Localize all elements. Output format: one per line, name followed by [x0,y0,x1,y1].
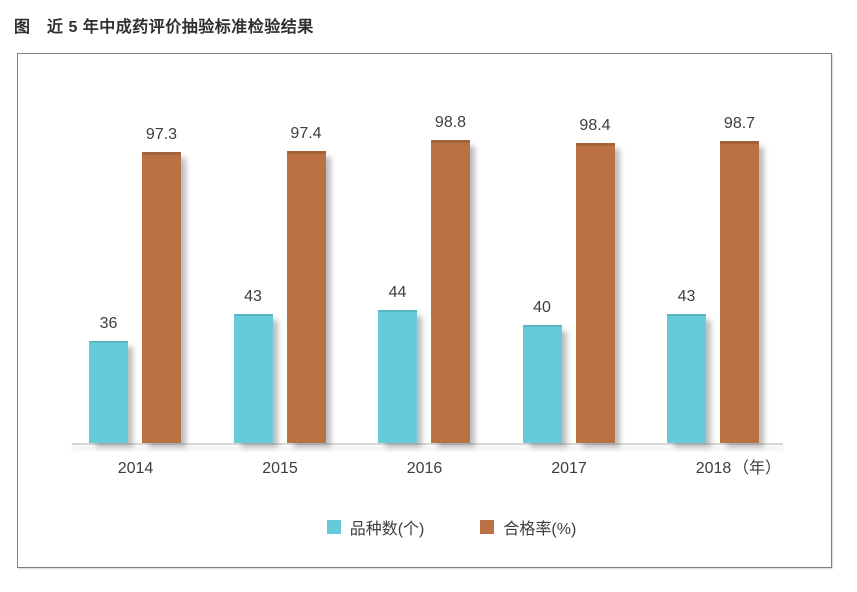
x-axis-unit-label: （年） [733,460,782,477]
value-label-pass-rate-2016: 98.8 [434,114,467,131]
value-label-varieties-2014: 36 [99,315,118,332]
bar-varieties-2014 [89,341,128,443]
value-label-varieties-2015: 43 [244,288,262,305]
legend-item-varieties: 品种数(个) [326,515,425,539]
bar-varieties-2015 [233,314,273,443]
bar-varieties-2016 [378,310,417,443]
value-label-pass-rate-2018: 98.7 [723,115,756,132]
legend-label-varieties: 品种数(个) [349,521,425,538]
bar-pass-rate-2015 [286,151,326,443]
value-label-pass-rate-2014: 97.3 [145,126,178,143]
x-axis-label-2016: 2016 [406,460,443,477]
x-axis-line [72,443,783,445]
x-axis-label-2018: 2018 [695,460,732,477]
value-label-pass-rate-2015: 97.4 [290,125,322,142]
value-label-varieties-2018: 43 [677,288,696,305]
value-label-varieties-2016: 44 [388,284,407,301]
x-axis-label-2014: 2014 [117,460,154,477]
bar-pass-rate-2017 [575,143,615,443]
chart-frame: 36 97.3 2014 43 97.4 2015 44 98.8 2016 40 98.4 2017… [17,53,832,568]
value-label-varieties-2017: 40 [533,299,551,316]
value-label-pass-rate-2017: 98.4 [579,117,611,134]
legend-label-pass-rate: 合格率(%) [503,521,577,538]
legend-swatch-pass-rate-icon [480,520,495,534]
bar-pass-rate-2018 [720,141,759,443]
bar-varieties-2017 [522,325,562,443]
legend-swatch-varieties-icon [326,520,341,534]
legend: 品种数(个) 合格率(%) [18,515,831,539]
bar-pass-rate-2016 [431,140,470,443]
chart-title: 图 近 5 年中成药评价抽验标准检验结果 [14,19,314,36]
legend-item-pass-rate: 合格率(%) [480,515,576,539]
bar-varieties-2018 [667,314,706,443]
x-axis-label-2017: 2017 [551,460,587,477]
bar-pass-rate-2014 [142,152,181,443]
x-axis-label-2015: 2015 [262,460,298,477]
